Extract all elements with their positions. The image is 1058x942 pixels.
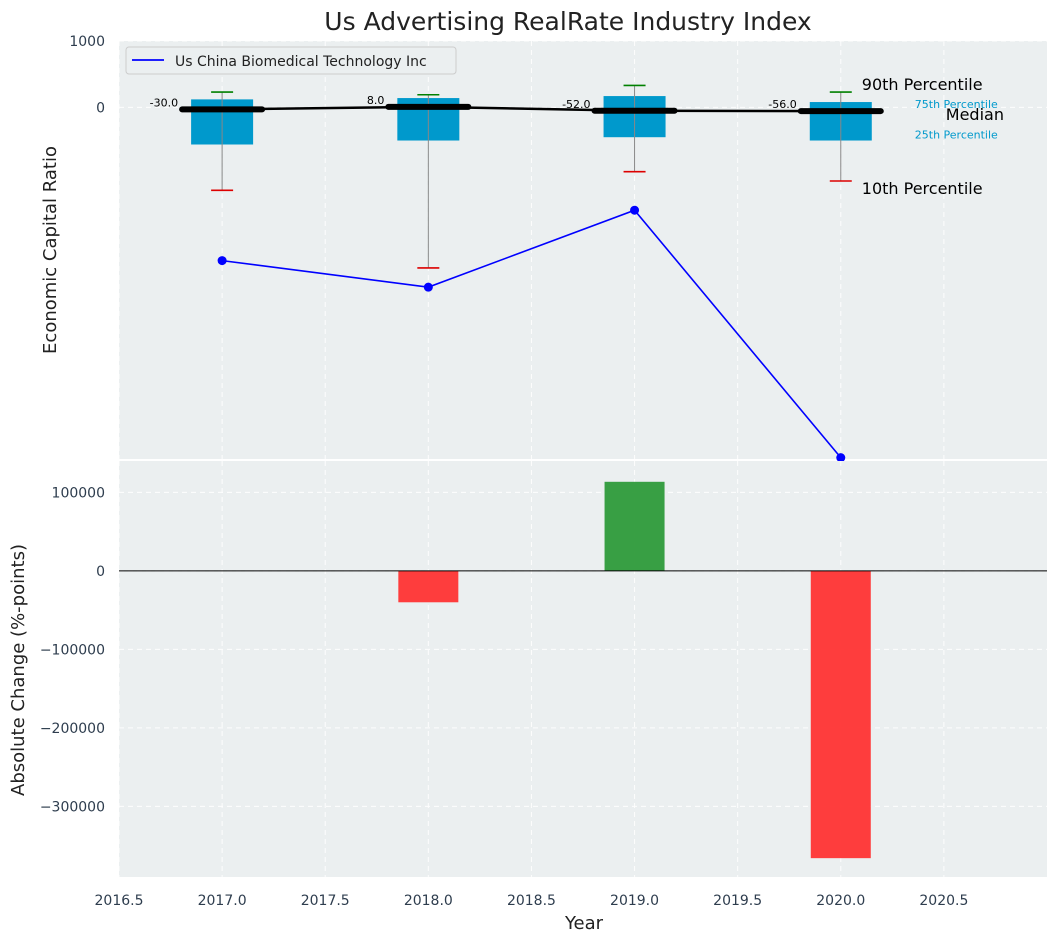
top-y-axis-label: Economic Capital Ratio	[40, 146, 61, 354]
top-y-ticks: 0 1000	[69, 34, 105, 116]
x-tick-label: 2018.0	[404, 893, 453, 909]
x-tick-label: 2018.5	[507, 893, 556, 909]
legend: Us China Biomedical Technology Inc	[125, 46, 457, 75]
x-tick-label: 2017.5	[301, 893, 350, 909]
bottom-y-tick-label: −100000	[40, 642, 105, 658]
median-value-label: -56.0	[768, 98, 796, 111]
bottom-y-tick-label: −300000	[40, 799, 105, 815]
top-median-line	[179, 103, 884, 115]
x-tick-label: 2020.0	[816, 893, 865, 909]
x-tick-label: 2019.5	[713, 893, 762, 909]
x-tick-label: 2016.5	[95, 893, 144, 909]
x-tick-label: 2017.0	[198, 893, 247, 909]
top-y-tick-label: 0	[96, 100, 105, 116]
series-point	[836, 453, 846, 463]
bottom-y-tick-label: −200000	[40, 721, 105, 737]
series-point	[217, 256, 227, 266]
x-ticks: 2016.5 2017.0 2017.5 2018.0 2018.5 2019.0 2019…	[95, 893, 969, 909]
annotation-90th: 90th Percentile	[862, 75, 983, 94]
annotation-median: Median	[946, 105, 1004, 124]
median-value-label: -30.0	[150, 96, 178, 109]
median-value-label: 8.0	[367, 94, 385, 107]
bottom-y-tick-label: 100000	[52, 485, 105, 501]
median-trend-line	[222, 105, 841, 113]
series-line	[222, 209, 842, 459]
chart-title: Us Advertising RealRate Industry Index	[324, 7, 811, 36]
top-panel: -30.0 8.0 -52.0 -56.0 0 1000 90th Percentile…	[69, 34, 1047, 463]
top-series	[217, 205, 846, 463]
annotation-75th: 75th Percentile	[915, 98, 998, 111]
x-axis-label: Year	[564, 913, 604, 934]
annotation-10th: 10th Percentile	[862, 179, 983, 198]
bottom-y-tick-label: 0	[96, 564, 105, 580]
bottom-y-axis-label: Absolute Change (%-points)	[8, 544, 29, 796]
legend-label: Us China Biomedical Technology Inc	[175, 54, 427, 70]
bottom-bars	[398, 481, 871, 859]
top-grid	[118, 40, 1047, 459]
annotation-25th: 25th Percentile	[915, 129, 998, 142]
bottom-plot-background	[119, 461, 1047, 877]
x-tick-label: 2019.0	[610, 893, 659, 909]
median-value-label: -52.0	[562, 98, 590, 111]
bottom-y-ticks: 100000 0 −100000 −200000 −300000	[40, 485, 105, 815]
change-bar	[604, 481, 665, 571]
change-bar	[398, 570, 459, 603]
series-point	[630, 205, 640, 215]
bottom-panel: 100000 0 −100000 −200000 −300000 2016.5 2017.…	[40, 461, 1047, 909]
change-bar	[810, 570, 871, 859]
series-point	[423, 282, 433, 292]
x-tick-label: 2020.5	[919, 893, 968, 909]
top-y-tick-label: 1000	[69, 34, 105, 50]
legend-frame	[125, 46, 457, 75]
